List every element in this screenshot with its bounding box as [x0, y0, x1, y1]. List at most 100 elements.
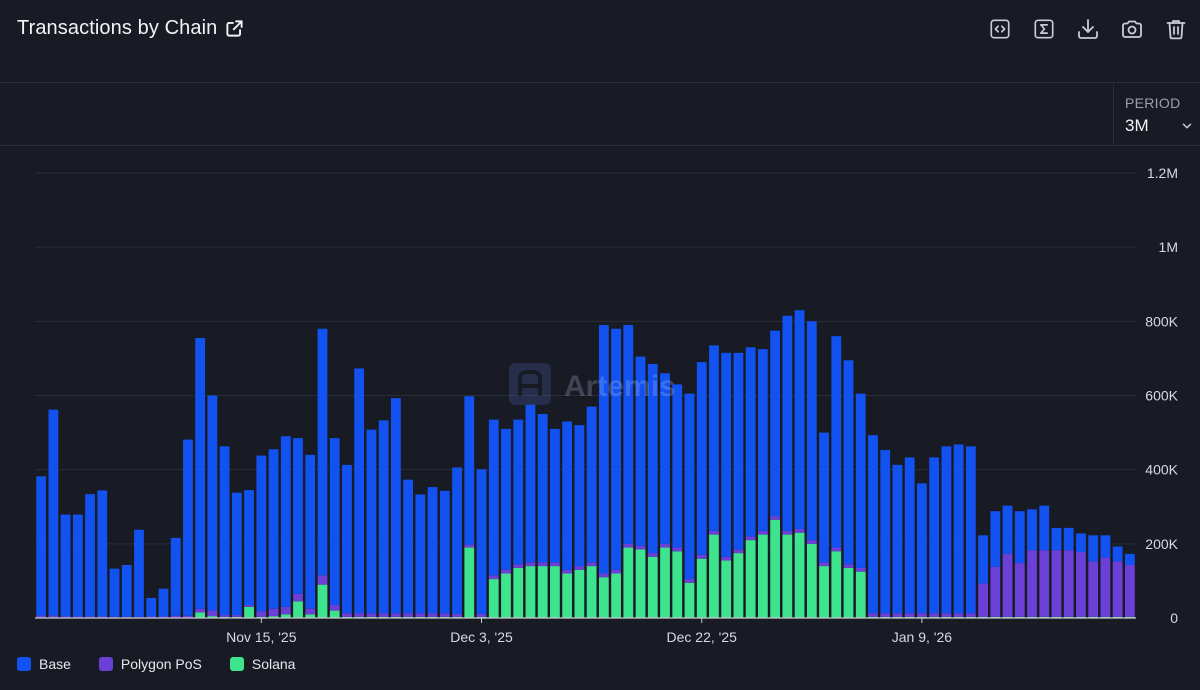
bar-base [782, 315, 793, 531]
bar-solana [329, 610, 340, 618]
bar-polygon-pos [501, 569, 511, 574]
bar-polygon-pos [855, 567, 866, 572]
bar-solana [770, 519, 781, 618]
bar-base [574, 425, 585, 567]
bar-polygon-pos [317, 575, 328, 585]
bar-base [390, 398, 401, 614]
bar-polygon-pos [1112, 561, 1123, 617]
bar-base [1088, 535, 1099, 562]
legend-label-solana: Solana [251, 656, 296, 672]
trash-icon[interactable] [1164, 16, 1188, 42]
bar-base [109, 568, 120, 617]
bar-base [1112, 546, 1123, 562]
bar-solana [709, 534, 719, 618]
bar-base [770, 330, 781, 517]
bar-base [1063, 527, 1074, 551]
bar-base [501, 428, 511, 570]
sigma-icon[interactable] [1032, 16, 1056, 42]
bar-polygon-pos [965, 613, 976, 617]
toolbar [988, 16, 1188, 42]
bar-polygon-pos [537, 562, 548, 567]
bar-polygon-pos [183, 615, 193, 618]
bar-base [525, 404, 536, 563]
bar-polygon-pos [158, 616, 169, 618]
bar-base [452, 467, 462, 614]
legend-item-base[interactable]: Base [17, 656, 71, 672]
bar-solana [464, 547, 475, 618]
x-tick-label: Dec 3, '25 [450, 629, 513, 645]
bar-solana [647, 556, 658, 618]
bar-solana [721, 560, 732, 618]
legend-label-base: Base [39, 656, 71, 672]
bar-polygon-pos [146, 616, 157, 618]
bar-solana [305, 614, 316, 618]
bar-base [158, 588, 169, 617]
bar-polygon-pos [36, 615, 47, 618]
bar-polygon-pos [244, 605, 254, 607]
bar-polygon-pos [745, 536, 756, 541]
external-link-icon[interactable] [225, 19, 244, 38]
bar-base [1051, 527, 1062, 551]
bar-base [121, 564, 132, 617]
legend-item-solana[interactable]: Solana [229, 656, 296, 672]
bar-base [1076, 533, 1086, 552]
bar-polygon-pos [892, 613, 903, 617]
bar-base [696, 362, 707, 555]
bar-base [660, 373, 670, 544]
stacked-bar-chart: 0 200K 400K 600K 800K 1M 1.2M Nov 15, '25 Dec 3,… [35, 165, 1179, 645]
bar-solana [660, 547, 670, 618]
bar-base [757, 349, 768, 531]
bar-base [880, 450, 891, 614]
bar-solana [635, 549, 646, 618]
chart-header: Transactions by Chain [0, 0, 1200, 83]
bar-polygon-pos [525, 562, 536, 567]
code-icon[interactable] [988, 16, 1012, 42]
camera-icon[interactable] [1120, 16, 1144, 42]
bar-polygon-pos [550, 562, 560, 567]
bar-polygon-pos [794, 529, 805, 533]
bar-base [855, 393, 866, 568]
bar-polygon-pos [219, 615, 230, 617]
bar-polygon-pos [1051, 550, 1062, 617]
chart-controls: PERIOD 3M [0, 83, 1200, 146]
bar-base [280, 436, 291, 607]
bar-solana [623, 547, 634, 618]
bar-base [231, 492, 242, 616]
bar-solana [696, 558, 707, 618]
bar-solana [745, 540, 756, 618]
bar-base [892, 464, 903, 614]
y-tick-label: 600K [1145, 388, 1178, 404]
bar-polygon-pos [1039, 550, 1050, 617]
bar-base [929, 457, 940, 614]
legend-item-polygon[interactable]: Polygon PoS [98, 656, 202, 672]
bar-polygon-pos [586, 562, 597, 567]
bar-polygon-pos [660, 543, 670, 548]
bar-solana [672, 551, 683, 618]
bar-polygon-pos [280, 606, 291, 615]
download-icon[interactable] [1076, 16, 1100, 42]
bar-solana [513, 567, 524, 618]
bar-polygon-pos [256, 611, 267, 617]
bar-base [843, 360, 854, 565]
bar-base [1124, 553, 1135, 565]
bar-solana [733, 553, 744, 618]
bar-base [293, 438, 303, 594]
title-wrap: Transactions by Chain [17, 17, 244, 40]
bar-base [134, 529, 144, 617]
bar-base [97, 490, 108, 617]
bar-solana [293, 601, 303, 618]
bar-base [219, 446, 230, 616]
bar-polygon-pos [366, 613, 377, 617]
bar-base [48, 409, 59, 616]
bar-base [1100, 535, 1111, 558]
bar-base [586, 406, 597, 563]
bar-base [550, 428, 560, 563]
bar-polygon-pos [1027, 550, 1037, 617]
period-dropdown[interactable]: PERIOD 3M [1113, 83, 1200, 145]
bar-polygon-pos [109, 616, 120, 618]
x-tick-label: Nov 15, '25 [226, 629, 297, 645]
bar-base [354, 368, 365, 614]
bar-polygon-pos [562, 569, 573, 574]
bar-polygon-pos [611, 569, 621, 574]
bar-solana [550, 566, 560, 618]
